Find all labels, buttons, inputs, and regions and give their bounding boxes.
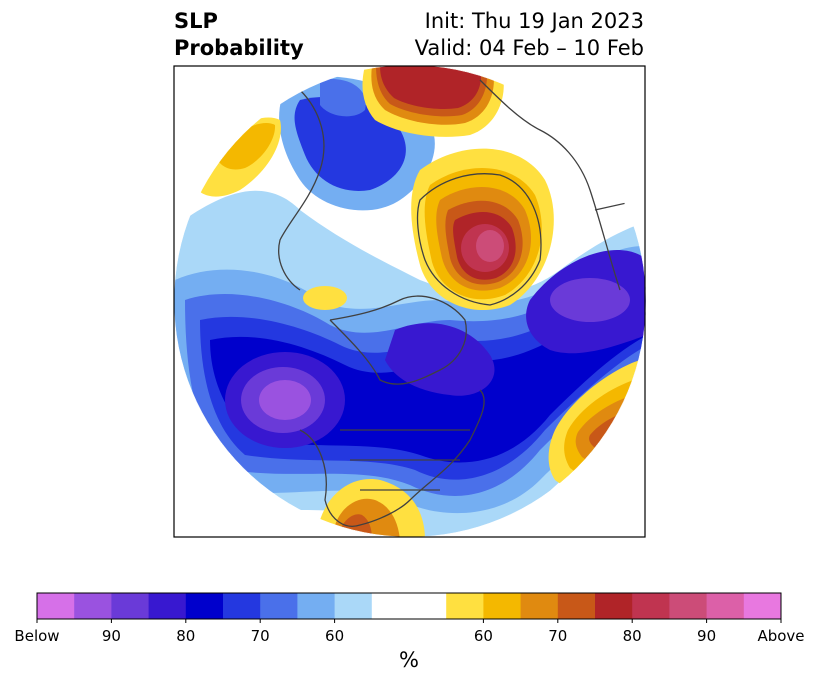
colorbar-swatch [483,593,522,619]
title-variable: SLP [174,9,218,33]
colorbar-frame [36,592,782,620]
greenland-high-90 [476,230,504,262]
colorbar-swatch [632,593,670,619]
colorbar-swatch [74,593,112,619]
arctic-high-80 [380,66,482,109]
probability-field [174,65,646,537]
colorbar-swatch [669,593,708,619]
colorbar-swatch [706,593,745,619]
colorbar-swatch [371,593,410,619]
colorbar-swatch [557,593,596,619]
colorbar-swatch [743,593,782,619]
colorbar-tick-label: 60 [473,627,493,645]
europe-low-90 [550,278,630,322]
colorbar-swatch [297,593,336,619]
colorbar-swatch [260,593,298,619]
colorbar-swatch [148,593,187,619]
colorbar-swatch [446,593,484,619]
colorbar-swatch [223,593,261,619]
pacific-low-95 [259,380,311,420]
colorbar-tick-label: 90 [697,627,717,645]
valid-range: Valid: 04 Feb – 10 Feb [414,36,644,60]
siberia-low-70 [320,79,366,117]
title-type: Probability [174,36,304,60]
chart-title-left: SLP Probability [174,8,304,62]
chart-title-right: Init: Thu 19 Jan 2023 Valid: 04 Feb – 10… [415,8,644,62]
map-frame [173,65,646,538]
colorbar-swatch [409,593,447,619]
colorbar-tick-label: 80 [176,627,196,645]
colorbar-swatch [37,593,75,619]
colorbar-swatch [520,593,559,619]
colorbar-tick-label: 80 [622,627,642,645]
colorbar-tick-label: 60 [325,627,345,645]
colorbar-tick-label: 90 [101,627,121,645]
init-date: Init: Thu 19 Jan 2023 [424,9,644,33]
colorbar-tick-label: 70 [250,627,270,645]
colorbar-swatch [595,593,633,619]
colorbar-tick-label: Above [757,627,805,645]
alaska-high [303,286,347,310]
colorbar [36,592,782,623]
colorbar-tick-label: 70 [548,627,568,645]
colorbar-swatch [334,593,373,619]
colorbar-tick-label: Below [14,627,60,645]
canada-low [385,323,495,396]
pacific-high-65 [215,123,276,170]
colorbar-swatch [185,593,224,619]
colorbar-swatch [111,593,150,619]
colorbar-units: % [399,648,419,672]
